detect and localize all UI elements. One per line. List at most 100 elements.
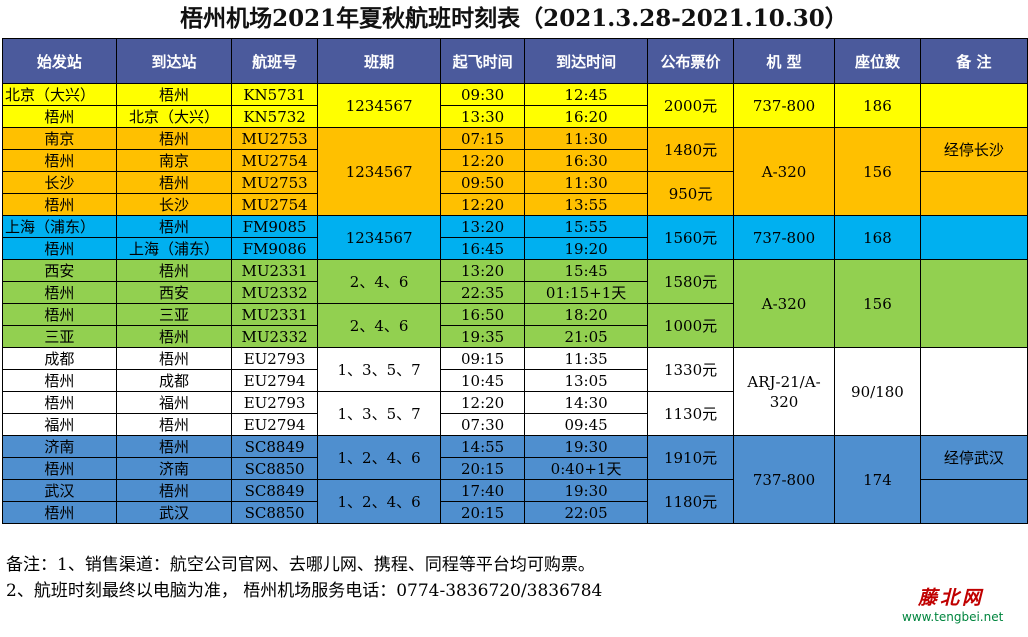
table-row: 成都 梧州 EU2793 1、3、5、7 09:15 11:35 1330元 A…: [2, 347, 1028, 436]
origin-cell: 梧州: [2, 457, 117, 480]
schedule-cell: 1、3、5、7: [316, 347, 442, 392]
departure-cell: 09:50: [440, 171, 525, 194]
destination-cell: 武汉: [115, 501, 233, 524]
flight-cell: KN5731: [231, 83, 318, 106]
flight-cell: EU2794: [231, 369, 318, 392]
remarks-cell: [919, 479, 1028, 524]
seats-cell: 168: [834, 215, 921, 260]
header-flight-no: 航班号: [231, 38, 318, 84]
arrival-cell: 16:20: [523, 105, 649, 128]
flight-cell: FM9085: [231, 215, 318, 238]
arrival-cell: 14:30: [523, 391, 649, 414]
destination-cell: 济南: [115, 457, 233, 480]
flight-cell: MU2332: [231, 325, 318, 348]
origin-cell: 三亚: [2, 325, 117, 348]
arrival-cell: 19:30: [523, 435, 649, 458]
arrival-cell: 09:45: [523, 413, 649, 436]
remarks-cell: [919, 215, 1028, 260]
note-line-1: 备注：1、销售渠道：航空公司官网、去哪儿网、携程、同程等平台均可购票。: [6, 555, 595, 575]
destination-cell: 福州: [115, 391, 233, 414]
destination-cell: 西安: [115, 281, 233, 304]
price-cell: 1330元: [647, 347, 734, 392]
departure-cell: 20:15: [440, 501, 525, 524]
departure-cell: 09:30: [440, 83, 525, 106]
aircraft-cell: 737-800: [732, 435, 836, 524]
flight-cell: EU2793: [231, 347, 318, 370]
arrival-cell: 22:05: [523, 501, 649, 524]
price-cell: 1580元: [647, 259, 734, 304]
watermark-logo: 藤北网: [918, 587, 985, 609]
remarks-cell: 经停长沙: [919, 127, 1028, 172]
note-line-2: 2、航班时刻最终以电脑为准， 梧州机场服务电话：0774-3836720/383…: [6, 581, 603, 601]
departure-cell: 13:20: [440, 215, 525, 238]
schedule-cell: 1234567: [316, 215, 442, 260]
flight-cell: EU2794: [231, 413, 318, 436]
departure-cell: 16:50: [440, 303, 525, 326]
arrival-cell: 15:45: [523, 259, 649, 282]
seats-cell: 174: [834, 435, 921, 524]
flight-cell: SC8850: [231, 501, 318, 524]
destination-cell: 成都: [115, 369, 233, 392]
origin-cell: 梧州: [2, 369, 117, 392]
origin-cell: 长沙: [2, 171, 117, 194]
remarks-cell: [919, 83, 1028, 128]
origin-cell: 上海（浦东）: [2, 215, 117, 238]
header-price: 公布票价: [647, 38, 734, 84]
arrival-cell: 0:40+1天: [523, 457, 649, 480]
header-origin: 始发站: [2, 38, 117, 84]
flight-cell: SC8849: [231, 479, 318, 502]
header-arrival: 到达时间: [523, 38, 649, 84]
flight-cell: SC8849: [231, 435, 318, 458]
remarks-cell: [919, 171, 1028, 216]
remarks-cell: [919, 347, 1028, 436]
origin-cell: 福州: [2, 413, 117, 436]
destination-cell: 梧州: [115, 479, 233, 502]
header-remarks: 备 注: [919, 38, 1028, 84]
departure-cell: 07:15: [440, 127, 525, 150]
schedule-cell: 1234567: [316, 127, 442, 216]
price-cell: 1910元: [647, 435, 734, 480]
departure-cell: 13:20: [440, 259, 525, 282]
flight-cell: MU2331: [231, 259, 318, 282]
arrival-cell: 11:30: [523, 171, 649, 194]
destination-cell: 梧州: [115, 347, 233, 370]
origin-cell: 成都: [2, 347, 117, 370]
origin-cell: 梧州: [2, 501, 117, 524]
price-cell: 1180元: [647, 479, 734, 524]
flight-cell: SC8850: [231, 457, 318, 480]
notes-section: 备注：1、销售渠道：航空公司官网、去哪儿网、携程、同程等平台均可购票。 2、航班…: [6, 552, 1022, 604]
flight-schedule-table: 始发站 到达站 航班号 班期 起飞时间 到达时间 公布票价 机 型 座位数 备 …: [2, 38, 1028, 524]
departure-cell: 12:20: [440, 391, 525, 414]
arrival-cell: 11:30: [523, 127, 649, 150]
origin-cell: 西安: [2, 259, 117, 282]
arrival-cell: 18:20: [523, 303, 649, 326]
origin-cell: 武汉: [2, 479, 117, 502]
aircraft-cell: 737-800: [732, 83, 836, 128]
destination-cell: 梧州: [115, 127, 233, 150]
origin-cell: 济南: [2, 435, 117, 458]
header-departure: 起飞时间: [440, 38, 525, 84]
arrival-cell: 13:55: [523, 193, 649, 216]
flight-cell: KN5732: [231, 105, 318, 128]
arrival-cell: 16:30: [523, 149, 649, 172]
schedule-cell: 1234567: [316, 83, 442, 128]
origin-cell: 梧州: [2, 105, 117, 128]
table-row: 上海（浦东） 梧州 FM9085 1234567 13:20 15:55 156…: [2, 215, 1028, 260]
departure-cell: 22:35: [440, 281, 525, 304]
arrival-cell: 15:55: [523, 215, 649, 238]
destination-cell: 长沙: [115, 193, 233, 216]
table-row: 济南 梧州 SC8849 1、2、4、6 14:55 19:30 1910元 7…: [2, 435, 1028, 524]
schedule-cell: 1、2、4、6: [316, 435, 442, 480]
origin-cell: 梧州: [2, 391, 117, 414]
destination-cell: 梧州: [115, 413, 233, 436]
schedule-cell: 2、4、6: [316, 303, 442, 348]
price-cell: 1000元: [647, 303, 734, 348]
destination-cell: 梧州: [115, 325, 233, 348]
flight-cell: MU2753: [231, 127, 318, 150]
header-destination: 到达站: [115, 38, 233, 84]
schedule-cell: 1、2、4、6: [316, 479, 442, 524]
remarks-cell: [919, 259, 1028, 348]
origin-cell: 梧州: [2, 149, 117, 172]
table-row: 梧州 福州 EU2793 1、3、5、7 12:20 14:30 1130元: [2, 391, 1028, 436]
price-cell: 1130元: [647, 391, 734, 436]
